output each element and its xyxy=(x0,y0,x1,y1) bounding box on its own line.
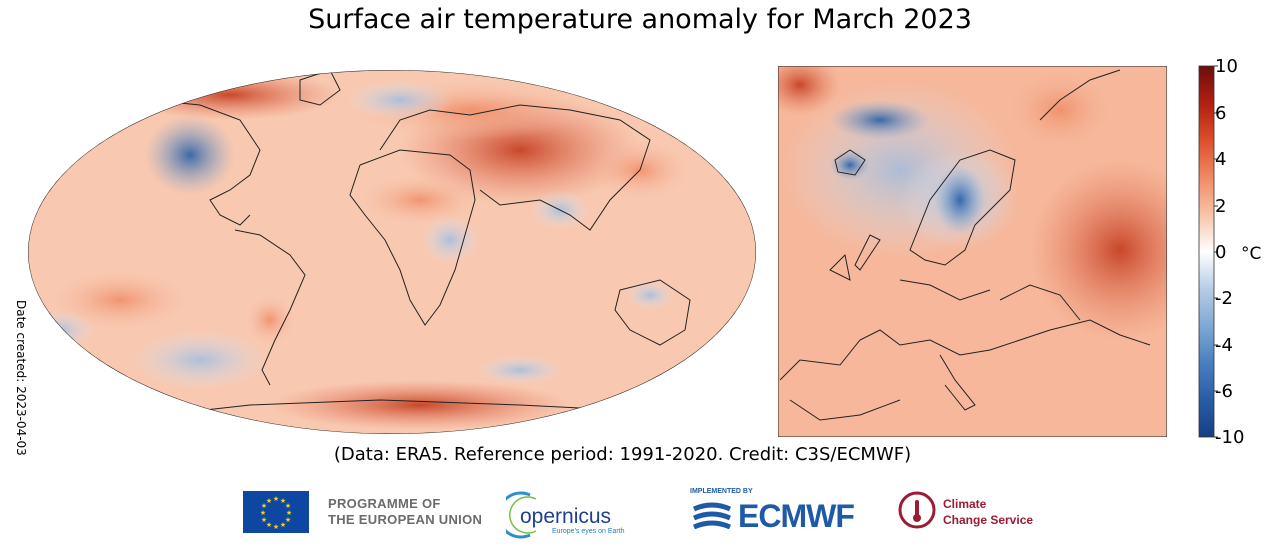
colorbar-tick-label: -10 xyxy=(1215,427,1245,448)
colorbar-tick-label: 2 xyxy=(1215,196,1227,217)
copernicus-logo-icon xyxy=(506,491,537,539)
chart-title: Surface air temperature anomaly for Marc… xyxy=(308,4,972,35)
colorbar-tick-label: 6 xyxy=(1215,103,1227,124)
colorbar-tick-label: -2 xyxy=(1215,288,1233,309)
svg-text:★: ★ xyxy=(266,497,272,505)
eu-programme-label: PROGRAMME OF THE EUROPEAN UNION xyxy=(328,496,483,527)
svg-text:★: ★ xyxy=(273,495,279,503)
ecmwf-implemented-label: IMPLEMENTED BY xyxy=(690,488,753,495)
svg-text:★: ★ xyxy=(261,516,267,524)
svg-text:★: ★ xyxy=(286,509,292,517)
svg-text:★: ★ xyxy=(273,523,279,531)
data-credit: (Data: ERA5. Reference period: 1991-2020… xyxy=(333,444,912,465)
climate-change-service-label: Climate Change Service xyxy=(943,497,1034,527)
ecmwf-logo-icon xyxy=(692,502,732,530)
europe-anomaly-map xyxy=(778,66,1167,437)
colorbar xyxy=(1198,65,1218,438)
svg-text:★: ★ xyxy=(280,521,286,529)
copernicus-tagline: Europe's eyes on Earth xyxy=(552,528,625,535)
colorbar-tick-label: -4 xyxy=(1215,335,1233,356)
ecmwf-logo-text: ECMWF xyxy=(738,498,855,534)
svg-text:★: ★ xyxy=(285,502,291,510)
svg-text:★: ★ xyxy=(280,497,286,505)
eu-flag-logo: ★ ★ ★ ★ ★ ★ ★ ★ ★ ★ ★ ★ xyxy=(243,491,309,533)
colorbar-unit: °C xyxy=(1241,244,1262,264)
eu-stars-icon: ★ ★★ ★★★ ★★★ ★★★ xyxy=(260,495,292,531)
colorbar-tick-label: 10 xyxy=(1215,56,1238,77)
svg-text:★: ★ xyxy=(266,521,272,529)
colorbar-tick-label: 0 xyxy=(1215,242,1227,263)
svg-text:★: ★ xyxy=(285,516,291,524)
svg-text:★: ★ xyxy=(261,502,267,510)
svg-text:★: ★ xyxy=(260,509,266,517)
climate-change-service-logo-icon xyxy=(898,491,936,529)
copernicus-logo-text: opernicus xyxy=(520,505,612,528)
global-anomaly-map xyxy=(28,70,756,434)
colorbar-tick-label: 4 xyxy=(1215,149,1227,170)
colorbar-tick-label: -6 xyxy=(1215,381,1233,402)
